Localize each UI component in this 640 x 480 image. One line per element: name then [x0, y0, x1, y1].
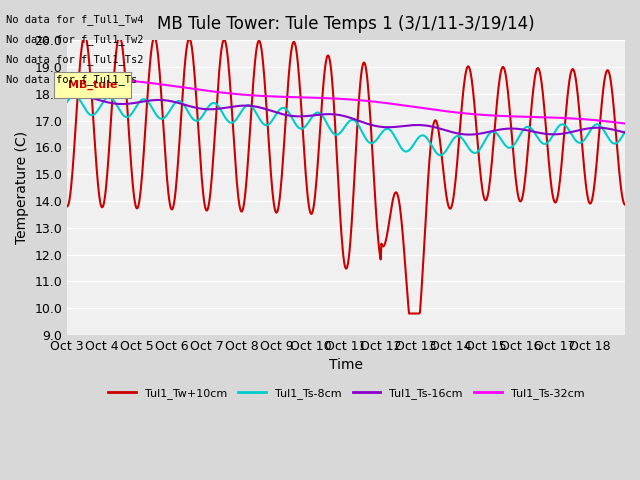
Text: No data for f_Tul1_Ts: No data for f_Tul1_Ts: [6, 74, 138, 85]
Legend: Tul1_Tw+10cm, Tul1_Ts-8cm, Tul1_Ts-16cm, Tul1_Ts-32cm: Tul1_Tw+10cm, Tul1_Ts-8cm, Tul1_Ts-16cm,…: [104, 384, 589, 403]
Title: MB Tule Tower: Tule Temps 1 (3/1/11-3/19/14): MB Tule Tower: Tule Temps 1 (3/1/11-3/19…: [157, 15, 535, 33]
Text: MB_tule: MB_tule: [68, 80, 118, 90]
X-axis label: Time: Time: [329, 359, 363, 372]
Text: No data for f_Tul1_Ts2: No data for f_Tul1_Ts2: [6, 54, 144, 65]
Y-axis label: Temperature (C): Temperature (C): [15, 131, 29, 244]
Text: No data for f_Tul1_Tw4: No data for f_Tul1_Tw4: [6, 13, 144, 24]
Text: No data for f_Tul1_Tw2: No data for f_Tul1_Tw2: [6, 34, 144, 45]
